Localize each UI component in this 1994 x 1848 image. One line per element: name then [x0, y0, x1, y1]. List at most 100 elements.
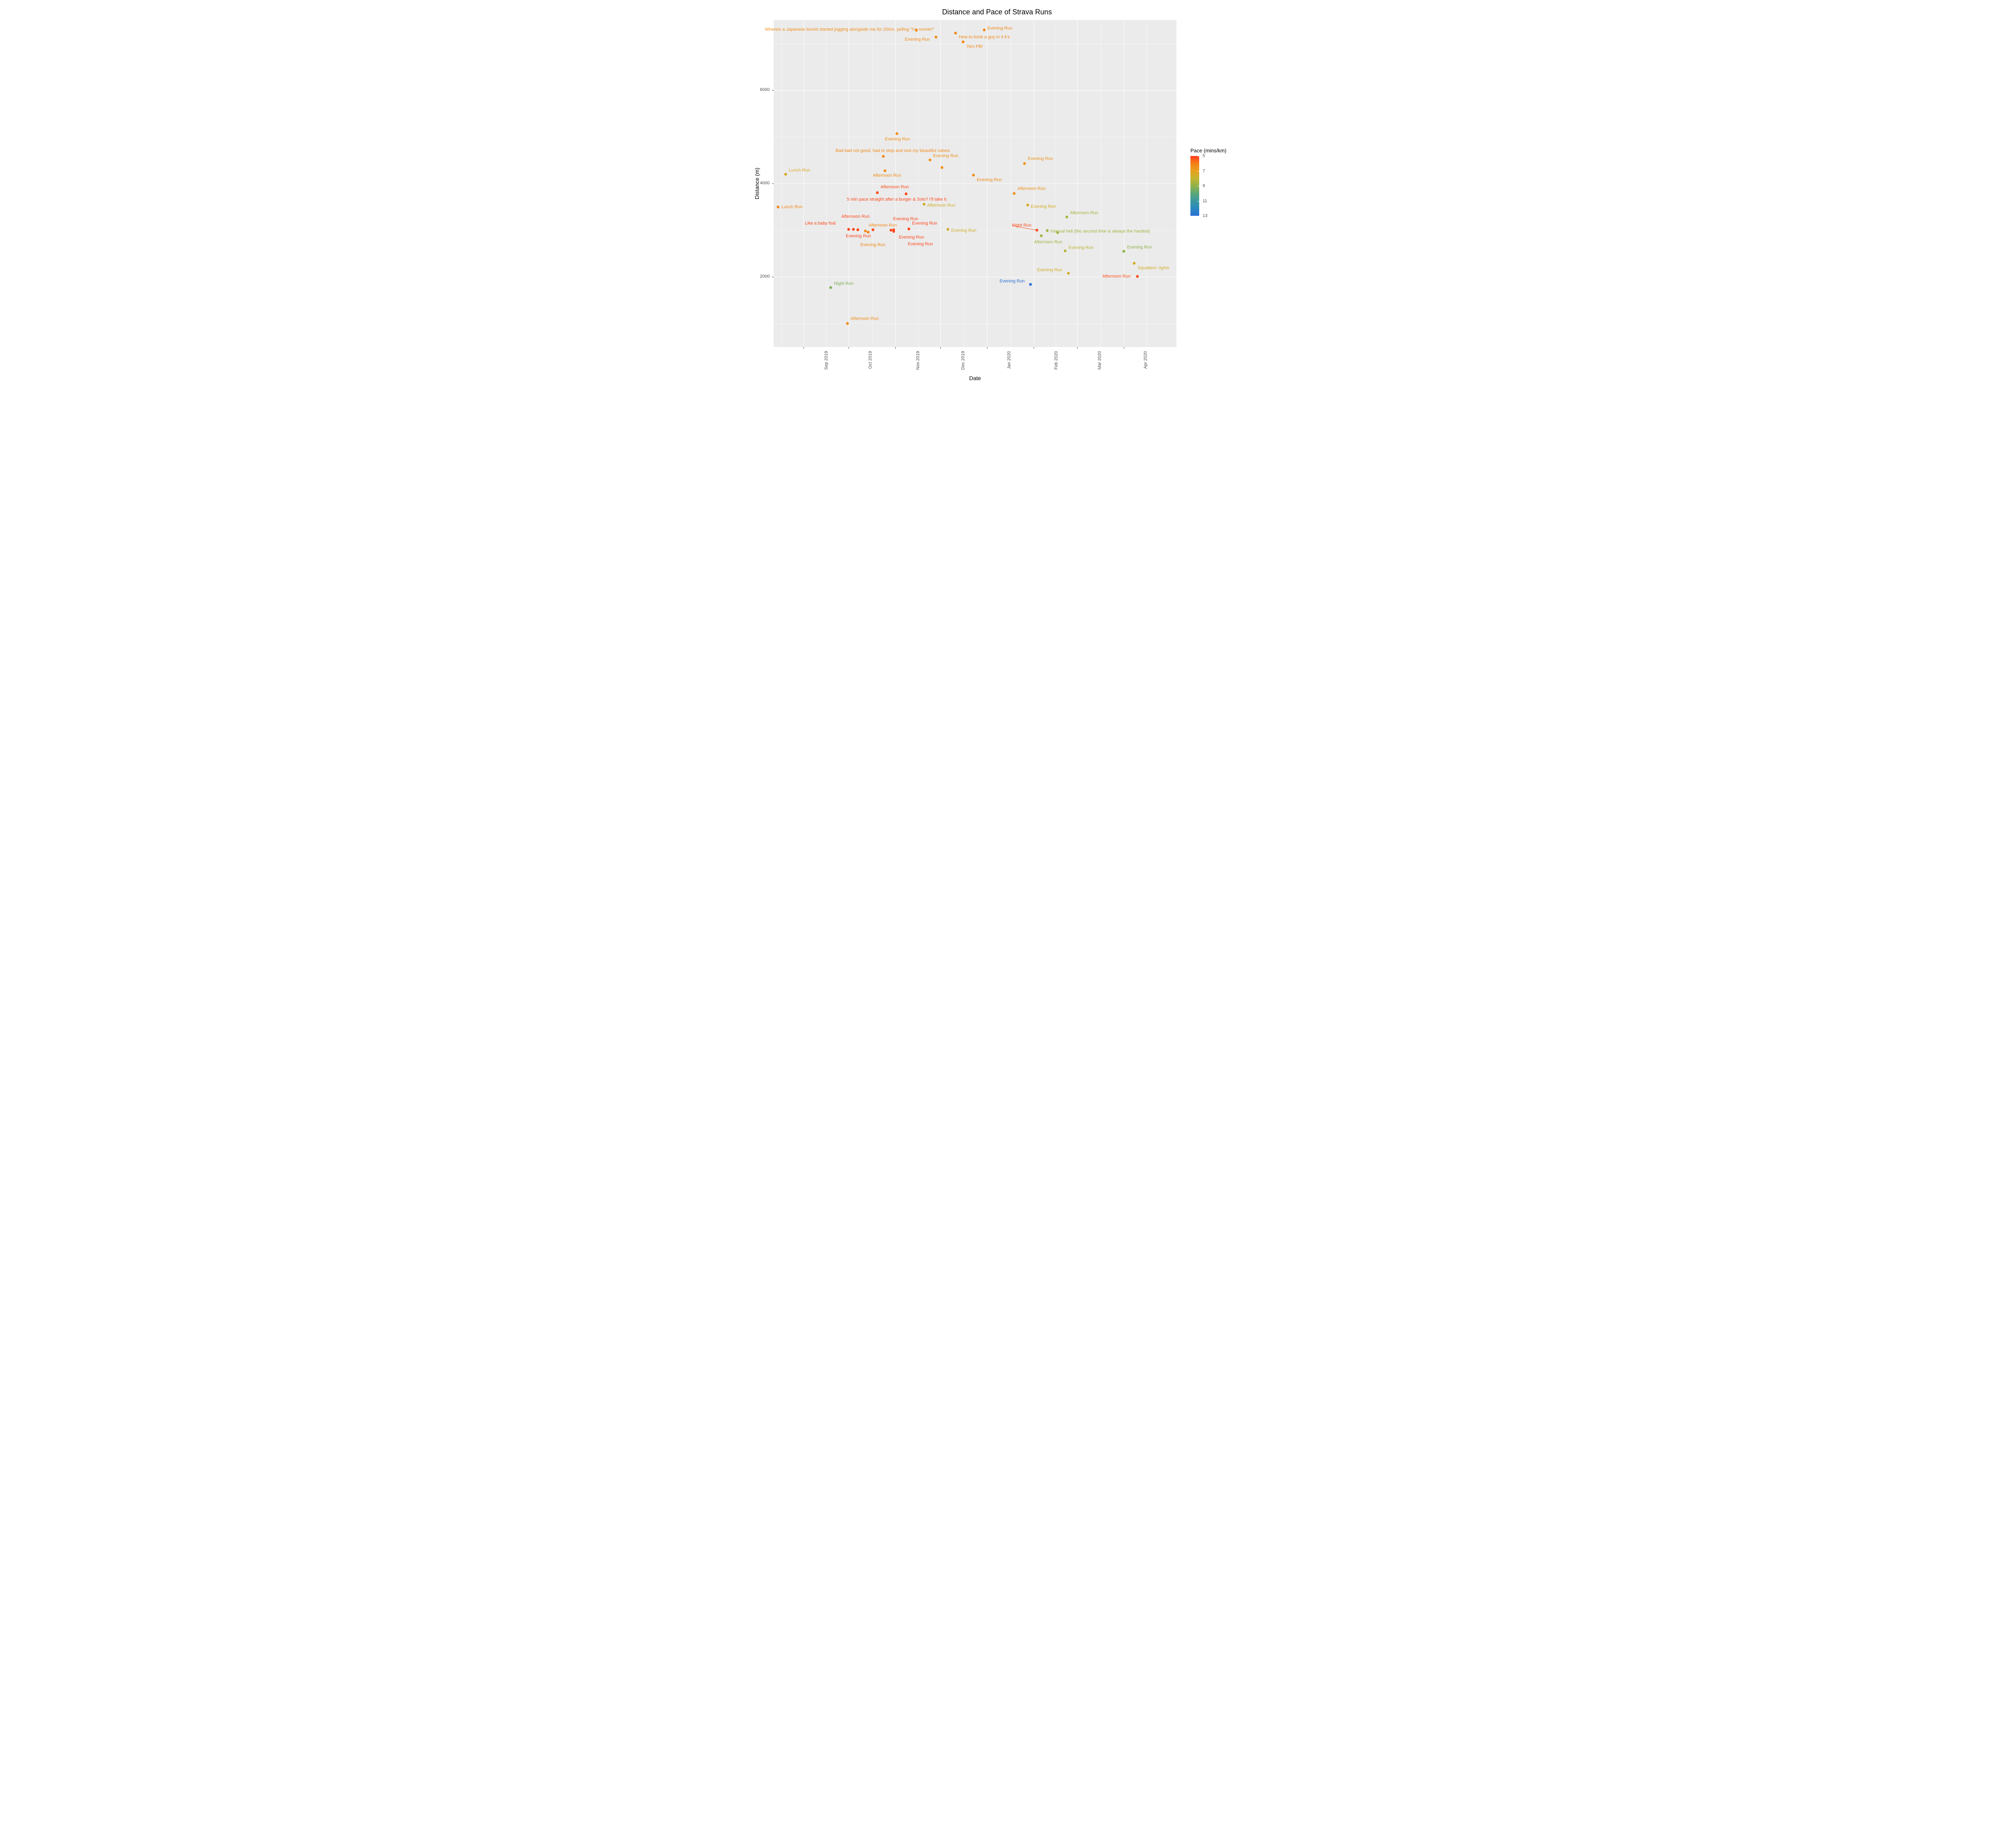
gridline-vertical [1077, 20, 1078, 347]
x-tick-mark [1077, 347, 1078, 349]
x-axis-label: Date [969, 375, 981, 381]
data-point [889, 229, 892, 232]
data-point [935, 36, 938, 39]
data-point [962, 41, 964, 43]
x-tick-label: Oct 2019 [868, 351, 873, 369]
data-point-label: Evening Run [885, 137, 910, 142]
data-point [864, 230, 867, 233]
data-point-label: Afternoon Run [869, 223, 897, 228]
chart-container: Distance and Pace of Strava Runs Lunch R… [746, 8, 1248, 379]
data-point-label: How to bonk a guy in 4 k's [959, 35, 1010, 39]
data-point [904, 192, 907, 195]
x-tick-label: Jan 2020 [1007, 351, 1011, 369]
data-point-label: Lunch Run [781, 205, 802, 209]
data-point-label: 5 min pace straight after a burger & Sol… [847, 197, 948, 202]
data-point [777, 205, 780, 208]
legend-colorbar [1190, 156, 1199, 216]
x-tick-label: Apr 2020 [1143, 351, 1148, 369]
data-point-label: Afternoon Run [873, 173, 901, 178]
data-point [1040, 235, 1042, 237]
data-point-label: Evening Run [1028, 156, 1053, 161]
data-point [847, 228, 850, 231]
data-point-label: Evening Run [999, 279, 1025, 284]
data-point [947, 228, 950, 231]
data-point [922, 203, 925, 205]
data-point [882, 155, 885, 158]
data-point-label: Lunch Run [789, 168, 810, 173]
data-point [941, 166, 944, 169]
data-point [871, 228, 874, 231]
data-point-label: Evening Run [908, 242, 933, 247]
legend-tick-label: 7 [1202, 169, 1205, 174]
data-point-label: Afternoon Run [1070, 211, 1098, 215]
data-point-label: Evening Run [977, 178, 1002, 182]
data-point [883, 170, 886, 172]
data-point [852, 228, 855, 231]
data-point-label: Evening Run [899, 235, 924, 240]
data-point [1023, 162, 1026, 165]
data-point-label: Evening Run [1068, 245, 1094, 250]
x-tick-label: Nov 2019 [916, 351, 920, 370]
data-point-label: Evening Run [1031, 204, 1056, 209]
data-point-label: Evening Run [951, 228, 976, 233]
legend-tick-label: 9 [1202, 183, 1205, 188]
data-point-label: Afternoon Run [1017, 186, 1046, 191]
data-point-label: Afternoon Run [881, 185, 909, 189]
x-tick-label: Feb 2020 [1054, 351, 1058, 369]
data-point [896, 132, 898, 135]
gridline-vertical [940, 20, 941, 347]
data-point [846, 322, 849, 325]
data-point-label: Evening Run [1127, 245, 1152, 250]
data-point [784, 173, 787, 176]
data-point-label: Afternoon Run [1102, 274, 1131, 279]
data-point-label: Afternoon Run [851, 316, 879, 321]
y-tick-mark [772, 183, 774, 184]
data-point-label: Like a baby foal [805, 221, 835, 226]
data-point [867, 231, 870, 233]
gridline-horizontal [774, 90, 1176, 91]
y-axis-label: Distance (m) [754, 168, 760, 199]
data-point [1029, 283, 1032, 286]
data-point-label: Afternoon Run [1034, 240, 1062, 245]
data-point [1056, 231, 1059, 234]
gridline-vertical [895, 20, 896, 347]
legend-title: Pace (mins/km) [1190, 148, 1226, 154]
data-point [1026, 203, 1029, 206]
chart-title: Distance and Pace of Strava Runs [746, 8, 1248, 16]
plot-area: Lunch Run Lunch Run Night Run Afternoon Run… [774, 20, 1176, 347]
gridline-vertical-minor [781, 20, 782, 347]
data-point [876, 191, 879, 194]
x-tick-mark [895, 347, 896, 349]
data-point [908, 227, 910, 230]
legend-tick-label: 11 [1202, 199, 1207, 203]
x-tick-label: Dec 2019 [961, 351, 965, 370]
data-point-label: Evening Run [933, 154, 958, 158]
data-point [972, 174, 975, 176]
gridline-vertical-minor [826, 20, 827, 347]
x-tick-label: Sep 2019 [824, 351, 829, 370]
data-point [954, 32, 957, 34]
gridline-horizontal-minor [774, 323, 1176, 324]
data-point [1046, 229, 1048, 232]
data-point [1064, 249, 1067, 252]
data-point-label: Evening Run [987, 26, 1013, 31]
data-point-label: Evening Run [846, 234, 871, 239]
data-point [857, 228, 859, 231]
data-point-label: Wherein a Japanese tourist started joggi… [765, 27, 934, 32]
data-point [1013, 192, 1015, 195]
x-tick-label: Mar 2020 [1097, 351, 1102, 369]
data-point [1136, 275, 1139, 278]
data-point-label: Afternoon Run [927, 203, 956, 208]
data-point [1133, 262, 1136, 265]
data-point-label: Afternoon Run [841, 214, 870, 219]
data-point-label: Bad bad not good, had to stop and rest m… [835, 148, 950, 153]
gridline-horizontal-minor [774, 43, 1176, 44]
data-point [893, 230, 895, 233]
legend: Pace (mins/km) 5791113 [1190, 148, 1226, 216]
data-point-label: Squatters' rights [1137, 266, 1169, 270]
data-point-label: Night Run [834, 281, 853, 286]
data-point-label: Evening Run [1037, 268, 1062, 272]
data-point [1123, 250, 1125, 252]
gridline-horizontal [774, 183, 1176, 184]
data-point-label: 7km PB! [966, 44, 983, 49]
